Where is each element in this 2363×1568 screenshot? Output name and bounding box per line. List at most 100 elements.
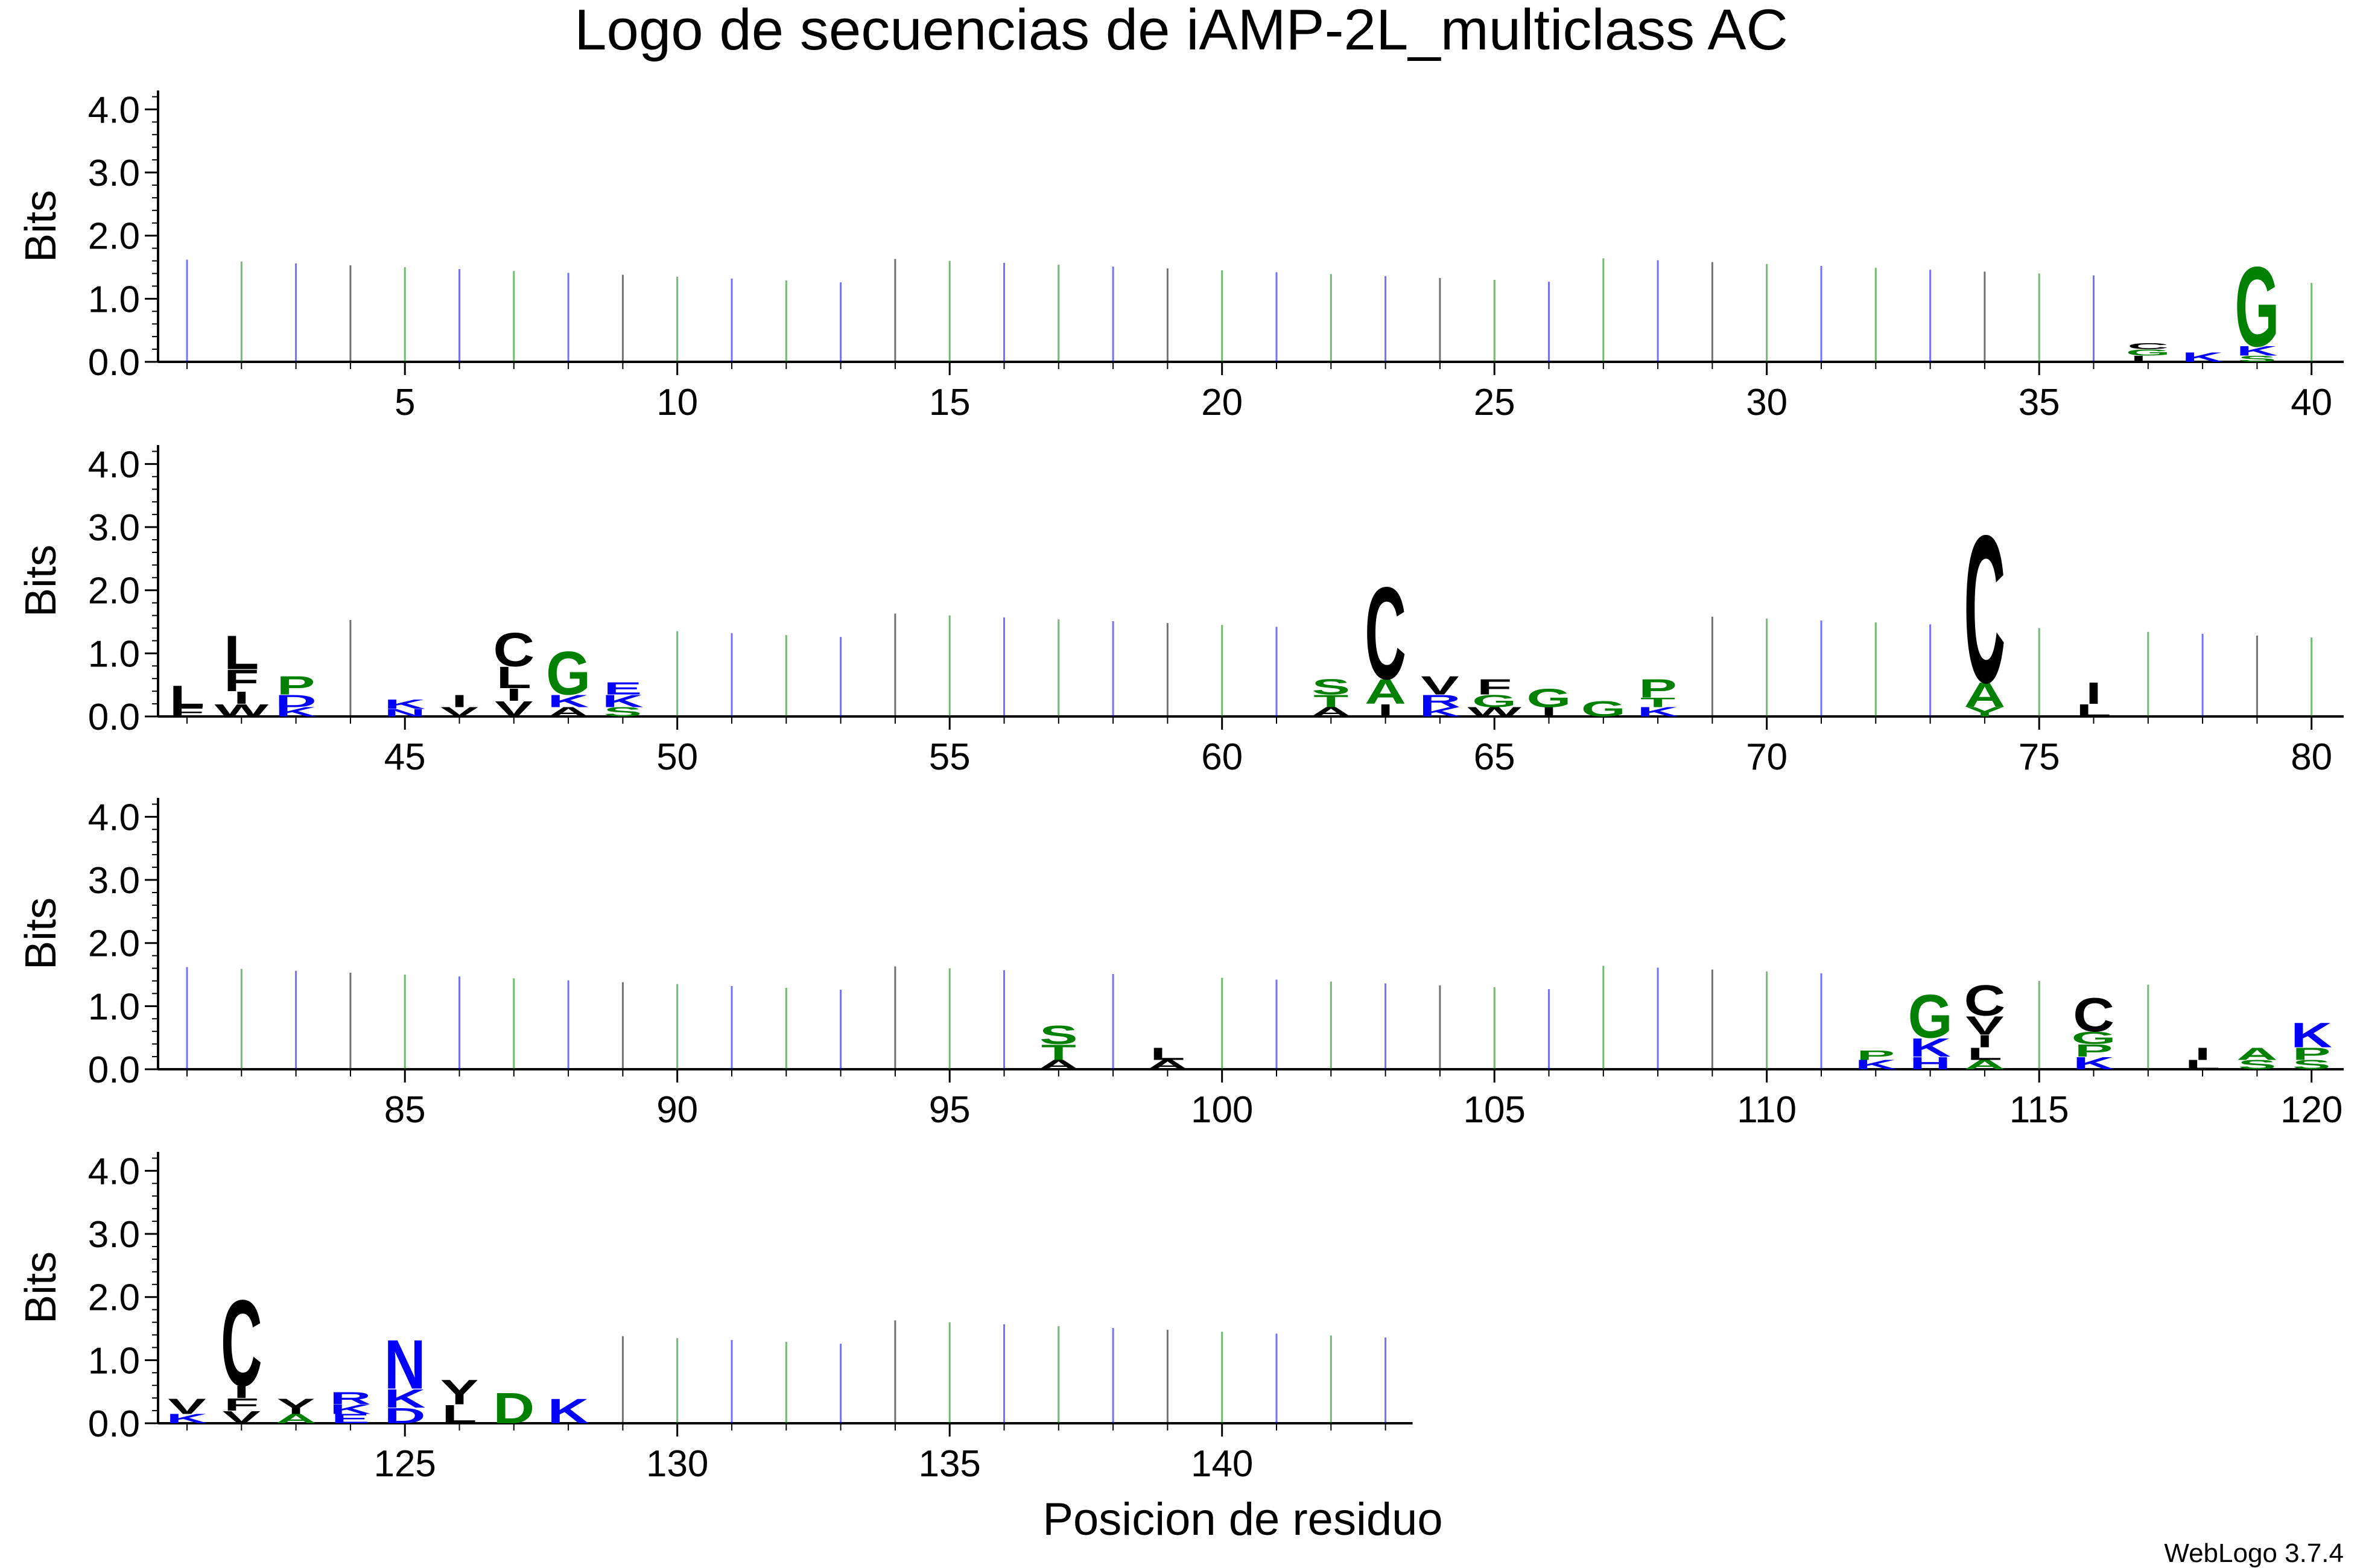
logo-letter: F [170, 704, 205, 719]
y-tick-label: 4.0 [88, 444, 140, 485]
logo-letter: W [214, 701, 269, 721]
x-tick-label: 105 [1463, 1089, 1525, 1131]
logo-letter: S [604, 704, 642, 719]
logo-letter: L [2076, 701, 2111, 721]
letter-stack: D [493, 1383, 534, 1433]
letter-stack: K [548, 1392, 589, 1431]
x-tick-label: 80 [2291, 736, 2332, 778]
x-tick-label: 100 [1191, 1089, 1253, 1131]
letter-stack: IAC [1365, 560, 1406, 720]
logo-letter: V [168, 1394, 206, 1418]
logo-letter: K [2236, 344, 2278, 358]
letter-stack: KRV [1419, 671, 1461, 719]
logo-letter: V [495, 697, 533, 721]
logo-letter: K [2073, 1054, 2114, 1073]
logo-letter: C [2073, 988, 2114, 1042]
letter-stack: LI [2076, 677, 2111, 721]
logo-letter: K [1637, 704, 1679, 719]
logo-letter: P [2075, 1041, 2113, 1061]
logo-letter: L [224, 626, 259, 680]
x-tick-label: 135 [918, 1443, 980, 1485]
logo-letter: G [1527, 683, 1572, 713]
letter-stack: AKG [546, 639, 591, 719]
logo-letter: V [1965, 1011, 2003, 1040]
y-tick-label: 1.0 [88, 279, 140, 320]
logo-letter: S [2292, 1057, 2330, 1072]
y-tick-label: 2.0 [88, 923, 140, 965]
logo-letter: V [440, 704, 478, 719]
y-tick-label: 0.0 [88, 697, 140, 738]
logo-letter: R [1419, 691, 1461, 711]
logo-letter: G [2126, 347, 2171, 357]
y-tick-label: 2.0 [88, 216, 140, 258]
logo-letter: S [1039, 1020, 1077, 1050]
logo-letter: G [2072, 1028, 2116, 1048]
logo-letter: G [546, 639, 591, 707]
x-tick-label: 50 [656, 736, 698, 778]
logo-letter: K [167, 1411, 208, 1426]
logo-letter: L [2131, 354, 2166, 364]
letter-stack: K [2182, 350, 2224, 364]
y-tick-label: 3.0 [88, 860, 140, 902]
x-tick-label: 95 [929, 1089, 971, 1131]
y-tick-label: 3.0 [88, 1214, 140, 1256]
logo-letter: K [548, 691, 589, 711]
y-axis-label: Bits [17, 190, 65, 262]
logo-letter: I [2085, 677, 2101, 711]
logo-letter: A [1038, 1057, 1080, 1072]
logo-letter: G [1472, 691, 1517, 711]
x-tick-label: 110 [1737, 1089, 1797, 1131]
logo-letter: T [1313, 691, 1348, 711]
letter-stack: SKG [2235, 243, 2279, 370]
logo-letter: I [1977, 1031, 1993, 1051]
x-tick-label: 60 [1201, 736, 1243, 778]
chart-title: Logo de secuencias de iAMP-2L_multiclass… [574, 0, 1788, 62]
x-tick-label: 75 [2019, 736, 2060, 778]
letter-stack: KV [167, 1394, 208, 1426]
logo-letter: N [384, 707, 426, 718]
letter-stack: G [1581, 697, 1626, 721]
y-tick-label: 1.0 [88, 1340, 140, 1382]
logo-letter: C [221, 1274, 262, 1412]
logo-letter: I [2195, 1044, 2210, 1064]
letter-stack: SA [2236, 1044, 2278, 1072]
logo-letter: L [496, 661, 531, 695]
logo-letter: K [1419, 704, 1461, 719]
letter-stack: WGF [1467, 675, 1521, 719]
logo-letter: G [1908, 982, 1953, 1051]
x-tick-label: 85 [384, 1089, 426, 1131]
logo-letter: C [1964, 493, 2006, 727]
logo-letter: I [1377, 701, 1393, 721]
logo-letter: K [330, 1402, 372, 1417]
letter-stack: ATS [1038, 1020, 1080, 1072]
logo-letter: Y [1965, 704, 2003, 719]
y-tick-label: 4.0 [88, 89, 140, 131]
logo-letter: I [451, 691, 467, 711]
logo-letter: T [1640, 695, 1675, 710]
logo-letter: A [275, 1411, 317, 1426]
x-tick-label: 45 [384, 736, 426, 778]
logo-letter: C [2128, 341, 2169, 351]
logo-letter: L [2185, 1057, 2220, 1072]
logo-letter: A [1147, 1057, 1188, 1072]
logo-letter: K [2182, 350, 2224, 364]
logo-panel: 0.0 1.0 2.0 3.0 4.0 Bits 85 90 95 100 105 110 115 120… [17, 797, 2344, 1131]
logo-letter: D [384, 1404, 426, 1428]
x-tick-label: 65 [1474, 736, 1515, 778]
logo-letter: I [1541, 704, 1556, 719]
logo-letter: L [1967, 1044, 2002, 1064]
logo-letter: D [275, 691, 317, 711]
logo-letter: W [1467, 704, 1521, 719]
logo-letter: K [384, 1383, 426, 1413]
x-tick-label: 130 [646, 1443, 708, 1485]
logo-letter: K [602, 691, 644, 711]
logo-letter: Y [440, 1373, 478, 1412]
